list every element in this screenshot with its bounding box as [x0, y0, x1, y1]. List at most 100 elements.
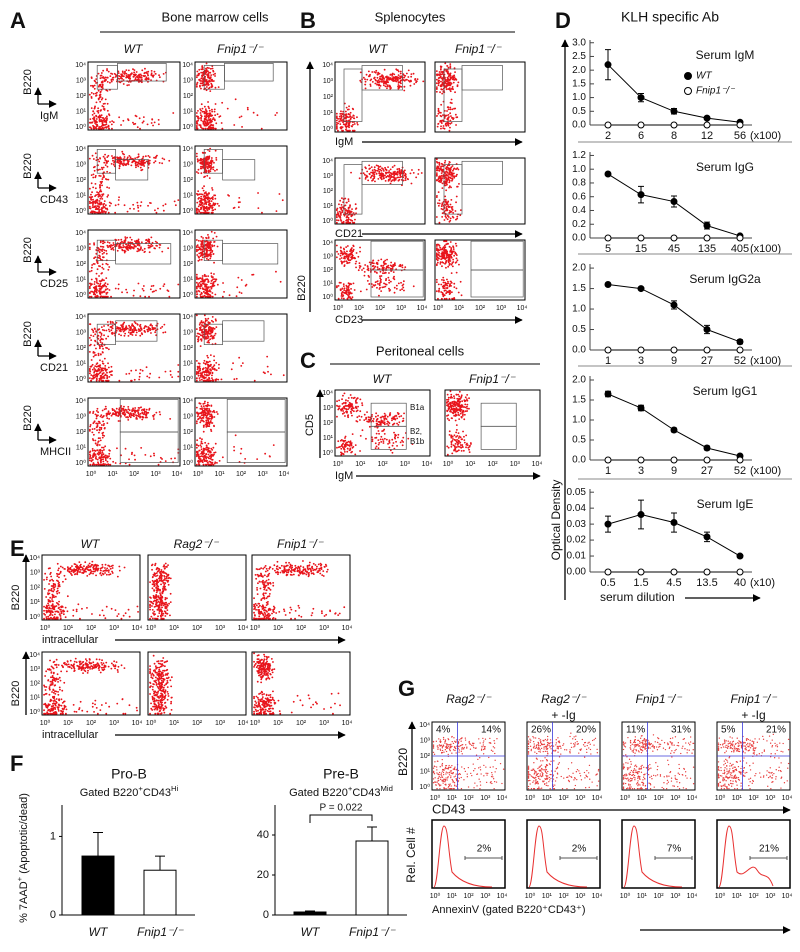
- x-tick-label: 10³: [670, 893, 681, 900]
- y-tick-label: 10⁰: [322, 449, 333, 457]
- y-tick-label: 10³: [76, 161, 87, 168]
- y-tick-label: 10²: [30, 680, 41, 687]
- data-point: [604, 61, 612, 69]
- x-marker: CD21: [335, 228, 363, 240]
- gate: [443, 68, 463, 122]
- y-tick-label: 10²: [420, 753, 431, 760]
- x-tick-label: 10¹: [637, 893, 648, 900]
- y-tick-label: 10¹: [76, 276, 87, 283]
- facs-dots: [253, 652, 341, 715]
- x-tick-label: 10⁰: [433, 304, 444, 312]
- y-tick-label: 10²: [183, 261, 194, 268]
- chart-title: Pro-B: [111, 766, 147, 782]
- data-point: [703, 568, 711, 576]
- quadrant-percent: 14%: [481, 725, 501, 736]
- series-line: [607, 393, 741, 457]
- x-marker: AnnexinV (gated B220⁺CD43⁺): [432, 904, 585, 916]
- x-unit: (x100): [750, 355, 781, 367]
- x-tick-label: 2: [605, 130, 611, 142]
- y-tick-label: 0.05: [567, 487, 587, 498]
- facs-dots: [335, 164, 423, 224]
- x-marker: IgM: [335, 470, 353, 482]
- y-tick-label: 10³: [76, 413, 87, 420]
- y-tick-label: 0.00: [567, 567, 587, 578]
- facs-dots: [195, 147, 284, 214]
- x-tick-label: 10¹: [542, 795, 553, 802]
- y-tick-label: 10⁴: [322, 390, 333, 397]
- column-header: WT: [373, 372, 393, 386]
- treatment: + -Ig: [551, 708, 575, 722]
- y-tick-label: 0: [263, 909, 269, 921]
- facs-dots: [195, 400, 275, 466]
- gate: [115, 320, 158, 342]
- x-tick-label: 10⁴: [517, 305, 528, 312]
- y-tick-label: 10⁴: [75, 314, 86, 321]
- x-tick-label: 10²: [377, 461, 388, 468]
- data-point: [703, 121, 711, 129]
- x-tick-label: 5: [605, 243, 611, 255]
- data-point: [670, 568, 678, 576]
- histogram-gate: [654, 856, 693, 860]
- data-point: [637, 511, 645, 519]
- data-point: [637, 285, 645, 293]
- data-point: [637, 568, 645, 576]
- y-tick-label: 2.5: [572, 51, 586, 62]
- y-tick-label: 10³: [420, 737, 431, 744]
- y-tick-label: 10⁴: [322, 62, 333, 69]
- x-tick-label: 405: [731, 243, 749, 255]
- x-tick-label: 10³: [150, 471, 161, 478]
- x-tick-label: 10⁰: [430, 794, 441, 802]
- histogram-plot: [621, 819, 696, 889]
- y-tick-label: 10¹: [76, 192, 87, 199]
- error-bar: [93, 832, 103, 857]
- y-tick-label: 10¹: [183, 360, 194, 367]
- panel-letter: E: [10, 536, 25, 561]
- gate: [461, 65, 503, 91]
- x-tick-label: 10⁰: [40, 624, 51, 632]
- x-tick-label: 10³: [765, 893, 776, 900]
- y-tick-label: 10³: [323, 173, 334, 180]
- data-point: [604, 390, 612, 398]
- facs-dots: [43, 657, 138, 715]
- panel-title: Bone marrow cells: [162, 9, 269, 24]
- y-tick-label: 10²: [183, 345, 194, 352]
- y-marker: B220: [10, 681, 22, 707]
- y-tick-label: 10³: [323, 78, 334, 85]
- facs-dots: [88, 150, 180, 214]
- data-point: [604, 170, 612, 178]
- facs-dots: [336, 392, 414, 456]
- y-tick-label: 1.5: [572, 283, 586, 294]
- facs-dots: [88, 236, 180, 298]
- x-tick-label: 10³: [109, 625, 120, 632]
- x-tick-label: 56: [734, 130, 746, 142]
- histogram-curve: [433, 825, 493, 888]
- x-tick-label: 10⁴: [782, 795, 793, 802]
- y-tick-label: 10⁰: [75, 123, 86, 131]
- data-point: [637, 234, 645, 242]
- quadrant-percent: 4%: [436, 725, 451, 736]
- x-tick-label: 10³: [400, 461, 411, 468]
- histogram-curve: [528, 825, 588, 888]
- x-tick-label: 10⁴: [238, 720, 249, 727]
- facs-dots: [88, 320, 180, 382]
- gate: [343, 68, 363, 122]
- y-tick-label: 0.0: [572, 455, 586, 466]
- y-tick-label: 10³: [183, 77, 194, 84]
- x-tick-label: 10²: [558, 893, 569, 900]
- x-tick-label: 10⁴: [687, 795, 698, 802]
- x-tick-label: 10⁴: [687, 893, 698, 900]
- x-tick-label: 10⁰: [40, 719, 51, 727]
- x-tick-label: 10⁴: [417, 305, 428, 312]
- y-tick-label: 1.0: [572, 164, 586, 175]
- y-tick-label: 10⁰: [182, 459, 193, 467]
- facs-dots: [435, 158, 462, 224]
- x-tick-label: 10¹: [107, 471, 118, 478]
- gate: [226, 431, 286, 463]
- x-tick-label: 10⁴: [342, 625, 353, 632]
- gate: [370, 425, 407, 450]
- x-marker: CD25: [40, 278, 68, 290]
- x-tick-label: 6: [638, 130, 644, 142]
- gate: [119, 431, 179, 463]
- y-tick-label: 10³: [76, 245, 87, 252]
- x-tick-label: 10²: [375, 305, 386, 312]
